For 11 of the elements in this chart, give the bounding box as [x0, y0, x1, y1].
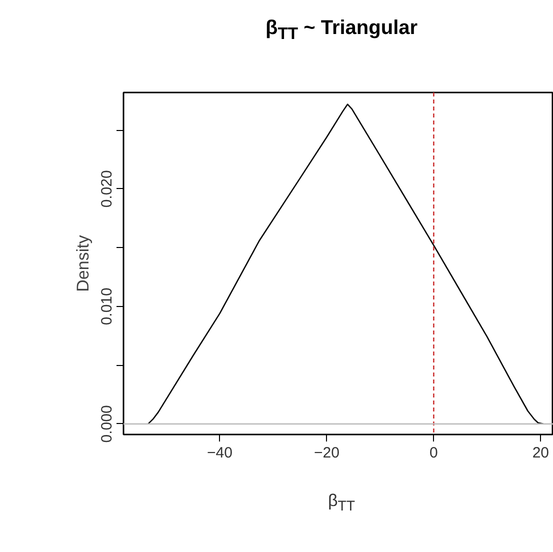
y-tick-label: 0.000: [98, 405, 116, 443]
x-axis-title: β$_{TT}$: [328, 490, 356, 516]
chart-title: β$_{TT}$ ~ Triangular: [265, 16, 418, 45]
line-series: [147, 104, 544, 425]
x-tick-label: 20: [532, 444, 550, 462]
x-tick-label: 0: [430, 444, 438, 462]
y-tick-label: 0.010: [98, 288, 116, 326]
y-tick-label: 0.020: [98, 170, 116, 208]
y-axis-title: Density: [74, 234, 92, 292]
x-tick-label: −20: [314, 444, 340, 462]
x-tick-label: −40: [207, 444, 232, 462]
